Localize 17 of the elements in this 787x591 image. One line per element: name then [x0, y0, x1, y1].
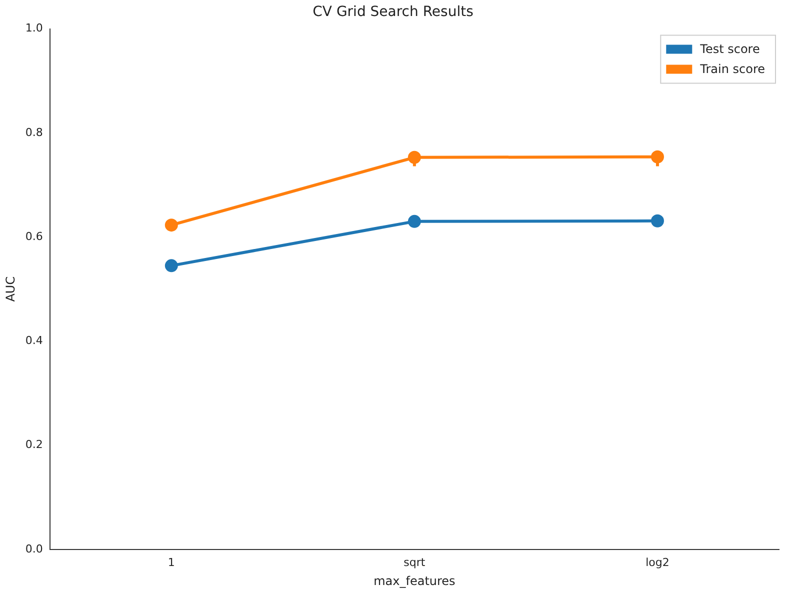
x-axis-title: max_features: [374, 574, 456, 588]
x-tick-label: log2: [646, 556, 670, 569]
y-axis-title: AUC: [3, 276, 18, 302]
legend-label: Test score: [699, 42, 760, 56]
y-tick-label: 0.2: [25, 438, 43, 452]
y-tick-label: 0.6: [25, 230, 43, 243]
point: [650, 214, 664, 228]
legend-label: Train score: [699, 62, 766, 76]
y-tick-label: 0.0: [25, 542, 43, 556]
x-tick-label: sqrt: [404, 556, 426, 569]
point: [408, 214, 421, 228]
point: [164, 259, 178, 272]
x-tick-label: 1: [168, 556, 175, 569]
y-tick-label: 0.8: [25, 126, 43, 139]
chart-title: CV Grid Search Results: [312, 4, 474, 20]
y-tick-label: 1.0: [25, 22, 43, 35]
y-tick-label: 0.4: [25, 334, 43, 348]
